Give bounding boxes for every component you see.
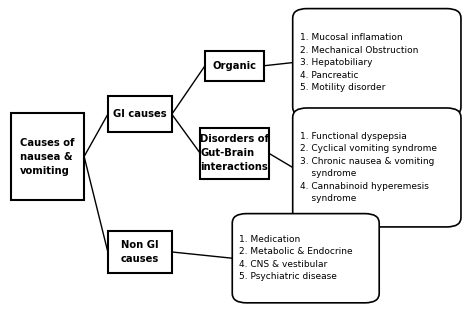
- Text: 1. Medication
2. Metabolic & Endocrine
4. CNS & vestibular
5. Psychiatric diseas: 1. Medication 2. Metabolic & Endocrine 4…: [239, 235, 353, 281]
- Text: Non GI
causes: Non GI causes: [121, 240, 159, 264]
- Text: 1. Functional dyspepsia
2. Cyclical vomiting syndrome
3. Chronic nausea & vomiti: 1. Functional dyspepsia 2. Cyclical vomi…: [300, 132, 437, 203]
- Text: Causes of
nausea &
vomiting: Causes of nausea & vomiting: [20, 137, 74, 176]
- FancyBboxPatch shape: [293, 108, 461, 227]
- Text: Organic: Organic: [213, 61, 256, 71]
- FancyBboxPatch shape: [11, 113, 84, 200]
- Text: GI causes: GI causes: [113, 109, 167, 119]
- Text: Disorders of
Gut-Brain
interactions: Disorders of Gut-Brain interactions: [200, 134, 269, 172]
- FancyBboxPatch shape: [205, 51, 264, 81]
- FancyBboxPatch shape: [293, 9, 461, 116]
- FancyBboxPatch shape: [200, 128, 269, 179]
- FancyBboxPatch shape: [232, 213, 379, 303]
- FancyBboxPatch shape: [108, 231, 172, 273]
- Text: 1. Mucosal inflamation
2. Mechanical Obstruction
3. Hepatobiliary
4. Pancreatic
: 1. Mucosal inflamation 2. Mechanical Obs…: [300, 33, 418, 92]
- FancyBboxPatch shape: [108, 96, 172, 132]
